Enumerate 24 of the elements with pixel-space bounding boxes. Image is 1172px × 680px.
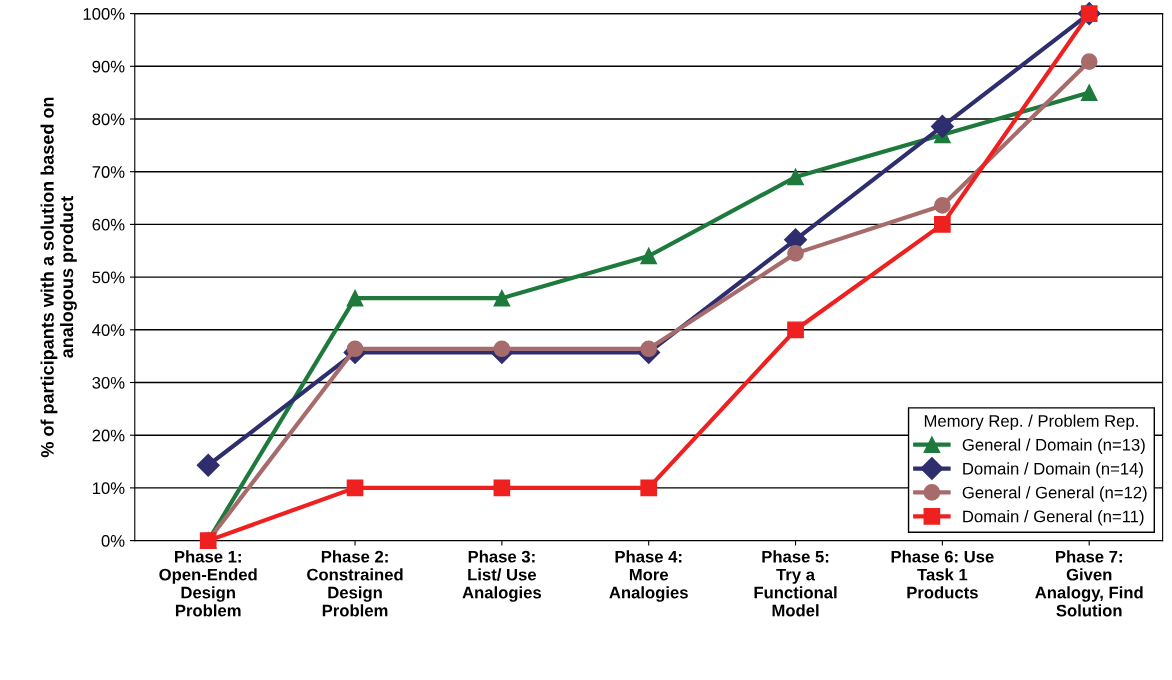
y-axis-title: % of participants with a solution based on analogous product bbox=[40, 97, 77, 458]
y-tick-label: 100% bbox=[83, 8, 125, 20]
y-tick-label: 80% bbox=[92, 113, 125, 126]
x-tick-label: Phase 3: List/ Use Analogies bbox=[462, 550, 542, 602]
x-tick-label: Phase 4: More Analogies bbox=[609, 550, 688, 602]
legend-label: Domain / General (n=11) bbox=[963, 510, 1144, 526]
legend-title: Memory Rep. / Problem Rep. bbox=[924, 414, 1138, 431]
x-tick-label: Phase 6: Use Task 1 Products bbox=[891, 550, 994, 599]
y-tick-label: 0% bbox=[101, 535, 125, 547]
y-tick-label: 70% bbox=[92, 166, 125, 178]
y-tick-label: 40% bbox=[92, 324, 125, 336]
x-tick-label: Phase 2: Constrained Design Problem bbox=[307, 550, 403, 617]
legend-label: General / Domain (n=13) bbox=[962, 438, 1145, 454]
y-tick-label: 10% bbox=[92, 482, 125, 495]
y-tick-label: 60% bbox=[92, 218, 125, 231]
legend-label: General / General (n=12) bbox=[962, 486, 1147, 502]
y-tick-label: 20% bbox=[92, 429, 125, 442]
x-tick-label: Phase 1: Open-Ended Design Problem bbox=[159, 550, 257, 617]
y-tick-label: 90% bbox=[92, 60, 125, 73]
legend-label: Domain / Domain (n=14) bbox=[963, 462, 1143, 478]
y-tick-label: 30% bbox=[92, 376, 125, 389]
y-tick-label: 50% bbox=[92, 271, 125, 284]
x-tick-label: Phase 5: Try a Functional Model bbox=[754, 550, 837, 617]
x-tick-label: Phase 7: Given Analogy, Find Solution bbox=[1035, 550, 1143, 617]
